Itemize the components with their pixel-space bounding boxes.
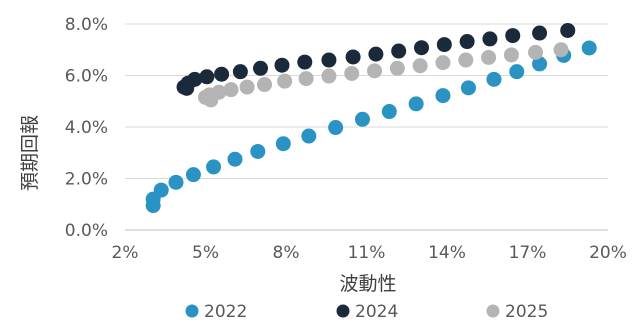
data-point (187, 71, 203, 87)
x-tick-label: 2% (112, 243, 139, 263)
data-point (560, 22, 576, 38)
data-point (274, 57, 290, 73)
x-tick-label: 5% (192, 243, 219, 263)
legend: 2022 2024 2025 (185, 302, 548, 320)
data-point (301, 128, 317, 144)
legend-label: 2025 (505, 302, 548, 320)
legend-marker (185, 304, 199, 318)
x-axis-title: 波動性 (339, 273, 396, 295)
data-point (153, 182, 169, 198)
x-axis-tick-labels: 2% 5% 8% 11% 14% 17% 20% (112, 243, 627, 263)
series-2025 (198, 42, 569, 108)
data-point (257, 77, 273, 93)
data-point (223, 82, 239, 98)
legend-label: 2022 (204, 302, 247, 320)
y-tick-label: 6.0% (65, 67, 108, 87)
x-tick-label: 20% (589, 243, 627, 263)
data-point (505, 28, 521, 44)
data-point (435, 88, 451, 104)
data-point (412, 58, 428, 74)
data-point (275, 136, 291, 152)
data-point (581, 40, 597, 56)
data-point (211, 84, 227, 100)
x-tick-label: 8% (273, 243, 300, 263)
data-point (553, 42, 569, 58)
data-point (503, 47, 519, 63)
data-point (185, 167, 201, 183)
series-2024 (176, 22, 576, 96)
x-tick-label: 11% (348, 243, 386, 263)
data-point (389, 60, 405, 76)
data-point (250, 143, 266, 159)
data-point (297, 54, 313, 70)
data-point (528, 44, 544, 60)
data-point (532, 25, 548, 41)
data-point (408, 96, 424, 112)
data-point (206, 159, 222, 175)
data-point (381, 104, 397, 120)
data-point (168, 174, 184, 190)
y-axis-title: 預期回報 (19, 115, 41, 191)
data-point (481, 49, 497, 65)
legend-marker (486, 304, 500, 318)
data-point (460, 80, 476, 96)
y-tick-label: 2.0% (65, 170, 108, 190)
data-point (232, 64, 248, 80)
data-point (509, 64, 525, 80)
data-point (414, 40, 430, 56)
data-point (214, 66, 230, 82)
data-point (227, 151, 243, 167)
data-point (298, 71, 314, 87)
y-axis-tick-labels: 0.0% 2.0% 4.0% 6.0% 8.0% (65, 15, 108, 241)
data-point (345, 49, 361, 65)
legend-item-2024: 2024 (336, 302, 398, 320)
data-point (239, 79, 255, 95)
x-tick-label: 14% (428, 243, 466, 263)
data-point (321, 68, 337, 84)
data-point (459, 34, 475, 50)
data-point (532, 56, 548, 72)
data-point (354, 111, 370, 127)
data-point (435, 55, 451, 71)
data-point (321, 52, 337, 68)
y-tick-label: 4.0% (65, 118, 108, 138)
data-point (458, 52, 474, 68)
legend-item-2022: 2022 (185, 302, 247, 320)
data-point (482, 31, 498, 47)
data-point (199, 69, 215, 85)
data-point (277, 73, 293, 89)
data-point (328, 120, 344, 136)
data-point (253, 60, 269, 76)
series-2022 (145, 40, 597, 214)
y-tick-label: 8.0% (65, 15, 108, 35)
data-points (145, 22, 597, 214)
data-point (367, 63, 383, 79)
legend-label: 2024 (355, 302, 398, 320)
data-point (391, 43, 407, 59)
data-point (368, 46, 384, 62)
data-point (486, 71, 502, 87)
x-tick-label: 17% (509, 243, 547, 263)
legend-item-2025: 2025 (486, 302, 548, 320)
data-point (344, 65, 360, 81)
y-tick-label: 0.0% (65, 221, 108, 241)
data-point (436, 37, 452, 53)
legend-marker (336, 304, 350, 318)
